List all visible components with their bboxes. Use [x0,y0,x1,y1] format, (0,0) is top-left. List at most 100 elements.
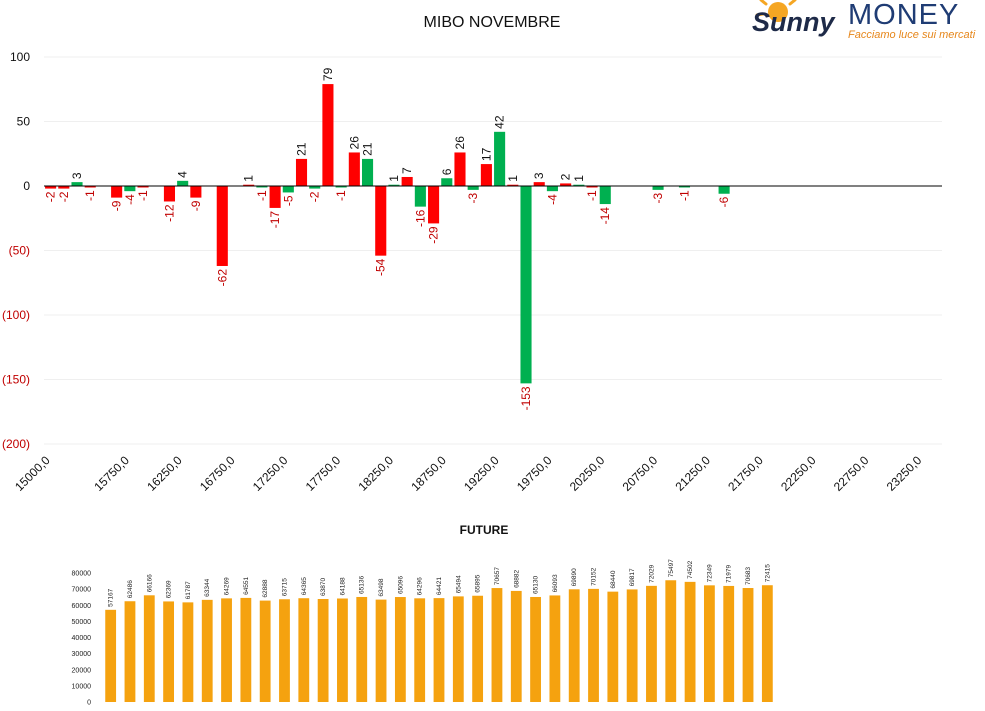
bar [58,186,70,189]
future-bar [182,602,194,702]
future-bar-label: 64296 [417,577,424,595]
future-bar [240,597,252,702]
future-bar [259,600,271,702]
future-bar-label: 66166 [146,574,153,592]
future-bar-label: 63870 [320,578,327,596]
bar [361,158,374,186]
bar [124,186,136,192]
bar [573,184,585,187]
sunny-money-logo: Sunny MONEY Facciamo luce sui mercati [752,0,976,41]
bar [111,186,123,198]
future-bar-label: 63715 [281,578,288,596]
future-bar [588,588,599,702]
bar-data-label: -4 [545,194,559,205]
future-bar [491,588,503,702]
bar-data-label: 7 [400,167,414,174]
future-bar-label: 65494 [455,575,462,593]
bar-data-label: -54 [374,258,388,276]
future-bar-label: 62888 [262,579,269,597]
x-tick-label: 19750,0 [514,453,555,494]
main-bars [45,84,730,384]
y-tick-label: (100) [2,308,30,322]
bar-data-label: -2 [308,191,322,202]
future-bar-label: 62369 [166,580,173,598]
bar [678,186,691,188]
bar [454,152,466,186]
chart-title: MIBO NOVEMBRE [424,14,561,31]
bar-data-label: 17 [479,147,493,161]
bar-data-label: 79 [321,67,335,81]
bar [348,152,360,186]
future-bar [452,596,464,702]
future-y-tick-label: 60000 [72,603,92,610]
main-x-axis: 15000,0 15750,0 16250,0 16750,0 17250,0 17750… [12,453,924,494]
bar-data-label: 42 [493,115,507,129]
bar [295,158,308,186]
future-bar-label: 66093 [552,574,559,592]
x-tick-label: 22750,0 [831,453,872,494]
x-tick-label: 17750,0 [303,453,344,494]
x-tick-label: 17250,0 [250,453,291,494]
bar [309,186,321,189]
future-bar-label: 68882 [513,569,520,587]
y-tick-label: 0 [23,179,30,193]
bar [494,131,506,186]
future-bar-label: 74502 [687,560,694,578]
future-y-tick-label: 40000 [72,635,92,642]
bar-data-label: -12 [162,204,176,222]
x-tick-label: 19250,0 [461,453,502,494]
bar [467,186,479,190]
bar [401,176,413,186]
bar-data-label: -2 [44,191,58,202]
future-bar [124,601,136,702]
future-bar [375,599,387,702]
bar-data-label: -1 [83,190,97,201]
bar [718,186,730,194]
future-bar [646,585,657,702]
bar [243,184,255,187]
future-bar-label: 70683 [745,567,752,585]
future-bar [684,581,696,702]
bar-data-label: 21 [295,142,309,156]
future-bar [337,598,348,702]
future-bar-label: 64269 [224,577,231,595]
bar-data-label: -3 [651,193,665,204]
future-bar [665,580,677,702]
logo-text-sunny: Sunny [752,7,836,37]
bar [414,186,426,207]
future-bar [298,598,310,702]
future-bar-label: 71979 [726,564,733,582]
future-bar-label: 72349 [706,564,713,582]
bar [441,178,453,186]
future-bar [414,598,426,702]
bar [71,182,83,186]
future-bar [221,598,232,702]
future-bar-label: 57167 [108,588,115,606]
future-bar [143,595,155,702]
future-bar-label: 62486 [127,580,134,598]
sun-icon [755,0,797,22]
bar [137,186,149,188]
future-bar [105,609,117,702]
bar [599,186,611,205]
bar-data-label: -17 [268,211,282,229]
bar [269,186,281,208]
main-y-axis: 100 50 0 (50) (100) (150) (200) [2,50,30,451]
y-tick-label: (150) [2,373,30,387]
logo-text-money: MONEY [848,0,959,31]
future-data-labels: 57167 62486 66166 62369 61787 63344 64269 64551… [108,559,772,607]
x-tick-label: 20250,0 [567,453,608,494]
bar-data-label: -62 [215,269,229,287]
future-bar-label: 68440 [610,570,617,588]
future-bar-label: 64421 [436,577,443,595]
y-tick-label: 50 [17,115,31,129]
future-bar-label: 69817 [629,568,636,586]
y-tick-label: 100 [10,50,30,64]
future-bar [163,601,175,702]
future-bar-label: 69890 [571,568,578,586]
x-tick-label: 18250,0 [355,453,396,494]
future-bar-label: 70152 [591,567,598,585]
bar-data-label: -14 [598,207,612,225]
future-bar-label: 72415 [764,564,771,582]
